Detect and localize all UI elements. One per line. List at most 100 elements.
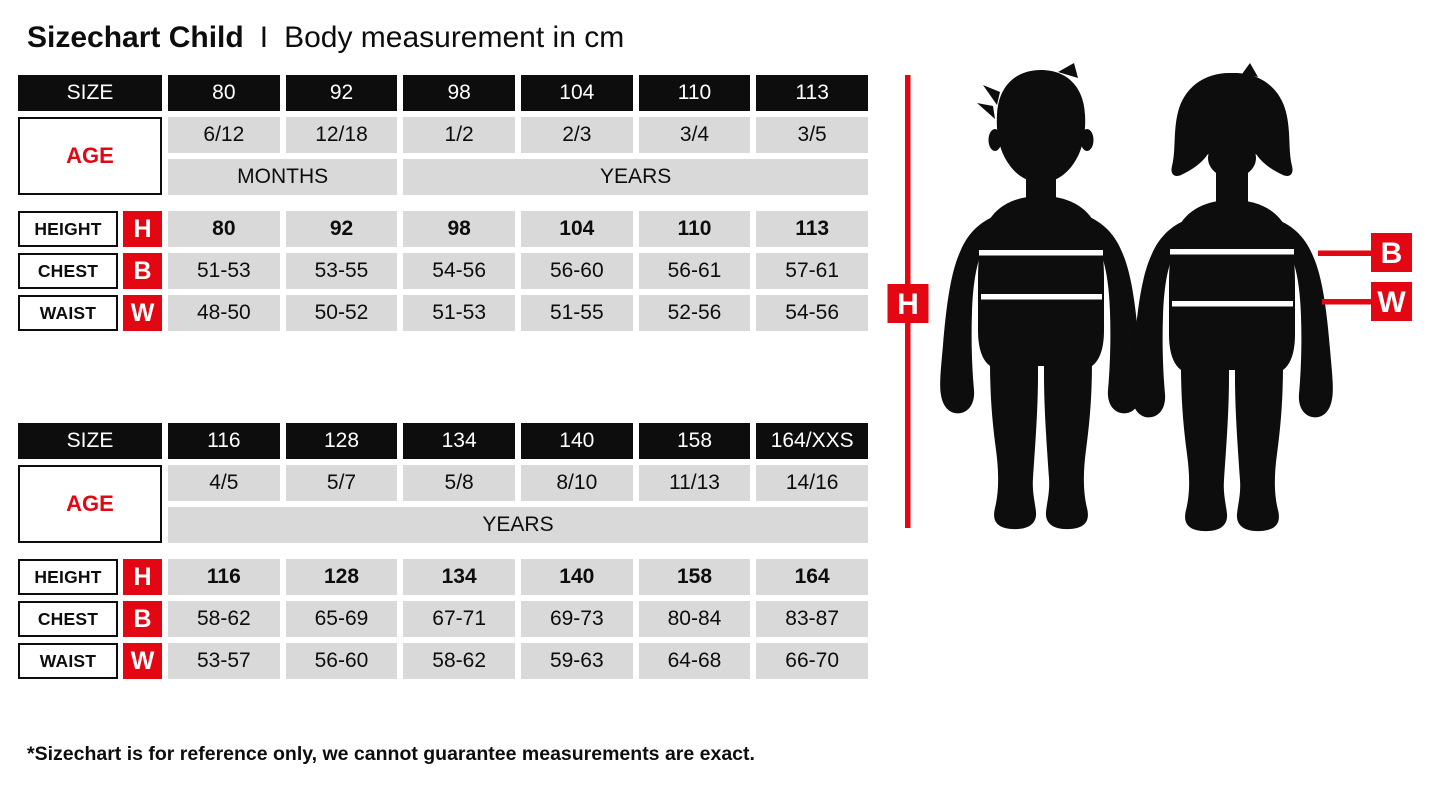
- size-header-label: SIZE: [18, 423, 162, 459]
- waist-cell: 64-68: [638, 643, 751, 679]
- height-row-label: HEIGHT H: [18, 211, 162, 247]
- chest-badge: B: [1371, 233, 1412, 272]
- page-title: Sizechart Child I Body measurement in cm: [27, 21, 624, 55]
- chest-cell: 54-56: [403, 253, 515, 289]
- height-cell: 92: [285, 211, 398, 247]
- height-cell: 104: [520, 211, 633, 247]
- waist-label: WAIST: [18, 295, 118, 331]
- size-cell: 98: [403, 75, 515, 111]
- height-letter-badge: H: [123, 211, 162, 247]
- size-cell: 92: [285, 75, 398, 111]
- boy-silhouette: [940, 63, 1142, 530]
- age-cell: 4/5: [168, 465, 280, 501]
- height-cell: 116: [168, 559, 280, 595]
- chest-cell: 57-61: [756, 253, 868, 289]
- size-cell: 134: [403, 423, 515, 459]
- waist-row-label: WAIST W: [18, 295, 162, 331]
- age-cell: 14/16: [756, 465, 868, 501]
- waist-badge-letter: W: [1377, 286, 1406, 319]
- measurement-diagram: H B W: [880, 50, 1441, 570]
- chest-letter-badge: B: [123, 253, 162, 289]
- height-letter-badge: H: [123, 559, 162, 595]
- chest-cell: 69-73: [520, 601, 633, 637]
- height-label: HEIGHT: [18, 559, 118, 595]
- waist-cell: 59-63: [520, 643, 633, 679]
- waist-cell: 51-55: [520, 295, 633, 331]
- age-cell: 5/7: [285, 465, 398, 501]
- size-header-label: SIZE: [18, 75, 162, 111]
- chest-row-label: CHEST B: [18, 601, 162, 637]
- size-cell: 110: [638, 75, 751, 111]
- height-cell: 98: [403, 211, 515, 247]
- height-cell: 158: [638, 559, 751, 595]
- age-cell: 6/12: [168, 117, 280, 153]
- boy-chest-band: [979, 250, 1103, 256]
- chest-pointer-line: [1318, 250, 1371, 256]
- age-cell: 2/3: [520, 117, 633, 153]
- table-spacer: [18, 201, 868, 205]
- chest-cell: 56-60: [520, 253, 633, 289]
- age-cell: 11/13: [638, 465, 751, 501]
- age-cell: 12/18: [285, 117, 398, 153]
- title-main: Sizechart Child: [27, 21, 244, 54]
- size-cell: 80: [168, 75, 280, 111]
- height-cell: 110: [638, 211, 751, 247]
- girl-silhouette: [1131, 63, 1333, 532]
- waist-cell: 51-53: [403, 295, 515, 331]
- chest-cell: 51-53: [168, 253, 280, 289]
- waist-pointer-line: [1322, 299, 1371, 305]
- height-badge: H: [887, 284, 929, 323]
- waist-cell: 58-62: [403, 643, 515, 679]
- girl-chest-band: [1170, 249, 1294, 255]
- height-cell: 164: [756, 559, 868, 595]
- waist-badge: W: [1371, 282, 1412, 321]
- age-header-label: AGE: [18, 117, 162, 195]
- chest-cell: 67-71: [403, 601, 515, 637]
- title-separator: I: [259, 21, 269, 54]
- table-spacer: [18, 549, 868, 553]
- height-cell: 80: [168, 211, 280, 247]
- waist-label: WAIST: [18, 643, 118, 679]
- waist-cell: 66-70: [756, 643, 868, 679]
- waist-cell: 52-56: [638, 295, 751, 331]
- age-cell: 3/4: [638, 117, 751, 153]
- chest-badge-letter: B: [1381, 237, 1403, 270]
- height-cell: 134: [403, 559, 515, 595]
- size-cell: 116: [168, 423, 280, 459]
- age-unit-months: MONTHS: [168, 159, 398, 195]
- chest-row-label: CHEST B: [18, 253, 162, 289]
- height-cell: 140: [520, 559, 633, 595]
- chest-cell: 80-84: [638, 601, 751, 637]
- chest-label: CHEST: [18, 601, 118, 637]
- waist-row-label: WAIST W: [18, 643, 162, 679]
- chest-label: CHEST: [18, 253, 118, 289]
- age-cell: 1/2: [403, 117, 515, 153]
- girl-waist-band: [1172, 301, 1293, 307]
- age-unit-years: YEARS: [403, 159, 868, 195]
- age-cell: 5/8: [403, 465, 515, 501]
- title-subtitle: Body measurement in cm: [284, 21, 625, 54]
- chest-cell: 53-55: [285, 253, 398, 289]
- waist-cell: 48-50: [168, 295, 280, 331]
- size-cell: 164/XXS: [756, 423, 868, 459]
- size-cell: 113: [756, 75, 868, 111]
- chest-cell: 58-62: [168, 601, 280, 637]
- waist-cell: 56-60: [285, 643, 398, 679]
- waist-letter-badge: W: [123, 295, 162, 331]
- boy-waist-band: [981, 294, 1102, 300]
- height-row-label: HEIGHT H: [18, 559, 162, 595]
- age-cell: 3/5: [756, 117, 868, 153]
- waist-cell: 54-56: [756, 295, 868, 331]
- chest-cell: 65-69: [285, 601, 398, 637]
- size-cell: 104: [520, 75, 633, 111]
- age-unit-years: YEARS: [168, 507, 868, 543]
- size-cell: 140: [520, 423, 633, 459]
- height-cell: 113: [756, 211, 868, 247]
- age-header-label: AGE: [18, 465, 162, 543]
- chest-cell: 83-87: [756, 601, 868, 637]
- size-cell: 158: [638, 423, 751, 459]
- age-cell: 8/10: [520, 465, 633, 501]
- height-cell: 128: [285, 559, 398, 595]
- height-label: HEIGHT: [18, 211, 118, 247]
